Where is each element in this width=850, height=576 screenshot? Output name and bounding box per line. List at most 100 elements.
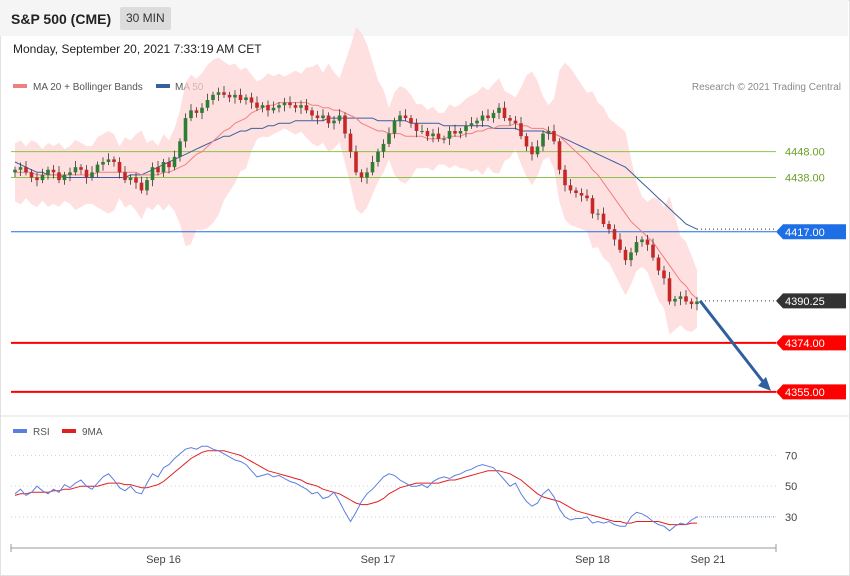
candle-bear — [557, 141, 562, 170]
candle-bear — [667, 278, 672, 302]
price-tag-label: 4355.00 — [785, 387, 825, 399]
price-tag-last — [776, 293, 846, 309]
candle-bull — [189, 110, 193, 119]
candle-bull — [392, 120, 397, 134]
candle-bull — [277, 105, 281, 108]
rsi-9ma-line — [14, 450, 697, 526]
candle-bear — [623, 249, 628, 261]
candle-bull — [244, 97, 248, 100]
candle-bear — [601, 213, 606, 224]
forecast-arrow-shaft — [698, 299, 766, 384]
rsi-line — [14, 445, 698, 532]
timeframe-badge[interactable]: 30 MIN — [120, 7, 171, 30]
candle-bear — [29, 172, 34, 178]
candle-bull — [211, 94, 215, 100]
candle-bull — [365, 172, 369, 178]
candle-bear — [266, 105, 270, 111]
candle-bear — [35, 177, 39, 181]
rsi-legend-swatch — [13, 429, 27, 433]
candle-bear — [519, 123, 523, 137]
price-tag-label: 4390.25 — [785, 296, 825, 308]
candle-bull — [216, 92, 221, 95]
candle-bear — [255, 102, 259, 108]
candle-bull — [497, 107, 501, 113]
rsi-tick-label: 30 — [785, 512, 797, 524]
rsi-plot-area: 70 50 30 — [11, 445, 797, 532]
candle-bear — [590, 198, 595, 214]
candle-bear — [530, 146, 534, 155]
candle-bull — [541, 133, 545, 147]
candle-bear — [24, 167, 28, 173]
candle-bull — [299, 105, 303, 108]
candle-bear — [354, 151, 358, 173]
candle-bear — [359, 172, 364, 178]
candle-bull — [321, 115, 325, 119]
candle-bull — [260, 105, 265, 108]
rsi-tick-label: 70 — [785, 450, 797, 462]
price-tag-support — [776, 335, 846, 351]
candle-bull — [40, 174, 45, 181]
resistance-level-label: 4438.00 — [785, 173, 825, 185]
candle-bull — [337, 115, 342, 121]
candle-bear — [222, 92, 226, 95]
x-tick-label: Sep 17 — [361, 554, 396, 566]
candle-bull — [447, 131, 452, 139]
candle-bear — [425, 131, 430, 137]
candle-bear — [513, 120, 518, 124]
x-axis: Sep 16 Sep 17 Sep 18 Sep 21 — [10, 544, 777, 566]
candle-bear — [508, 118, 512, 121]
instrument-title: S&P 500 (CME) — [11, 11, 112, 27]
ma50-legend-swatch — [156, 84, 170, 88]
candle-bull — [381, 143, 386, 152]
candle-bear — [403, 115, 408, 119]
x-tick-label: Sep 18 — [575, 554, 610, 566]
candle-bull — [376, 151, 380, 162]
candle-bear — [134, 177, 138, 183]
candle-bull — [271, 107, 276, 111]
candle-bull — [46, 169, 50, 175]
candle-bear — [552, 131, 556, 142]
candle-bull — [68, 172, 72, 175]
candle-bear — [662, 270, 666, 279]
candle-bear — [57, 172, 61, 181]
candle-bear — [645, 239, 650, 245]
resistance-level-label: 4448.00 — [785, 147, 825, 159]
candle-bull — [172, 156, 177, 168]
candle-bear — [310, 110, 314, 116]
candle-bear — [585, 195, 589, 199]
price-tag-label: 4417.00 — [785, 227, 825, 239]
ma20-legend-swatch — [13, 84, 27, 88]
candle-bull — [634, 242, 639, 253]
candle-bear — [249, 97, 254, 103]
bollinger-band — [15, 27, 697, 335]
candle-bull — [387, 133, 391, 144]
candle-bear — [563, 169, 567, 186]
candle-bear — [293, 105, 298, 108]
price-tag-pivot — [776, 224, 846, 240]
candle-bear — [194, 110, 199, 113]
candle-bear — [502, 107, 507, 119]
candle-bull — [695, 301, 699, 305]
candle-bull — [370, 162, 375, 173]
candle-bear — [607, 224, 611, 230]
candle-bear — [579, 193, 584, 196]
candle-bear — [612, 229, 617, 240]
candle-bull — [145, 180, 149, 191]
candle-bull — [18, 167, 23, 170]
rsi-legend-label: RSI — [33, 427, 50, 438]
chart-header: S&P 500 (CME) 30 MIN — [0, 0, 848, 36]
candle-bull — [475, 120, 479, 124]
candle-bull — [640, 239, 644, 243]
candle-bull — [150, 167, 155, 181]
candle-bear — [524, 136, 529, 147]
candle-bear — [315, 115, 320, 119]
candle-bull — [200, 107, 204, 113]
price-tag-support — [776, 384, 846, 400]
candle-bear — [112, 159, 116, 162]
candle-bull — [183, 118, 188, 142]
candle-bull — [596, 213, 600, 215]
candle-bear — [348, 133, 353, 152]
candle-bull — [332, 120, 336, 124]
candle-bull — [95, 164, 100, 173]
